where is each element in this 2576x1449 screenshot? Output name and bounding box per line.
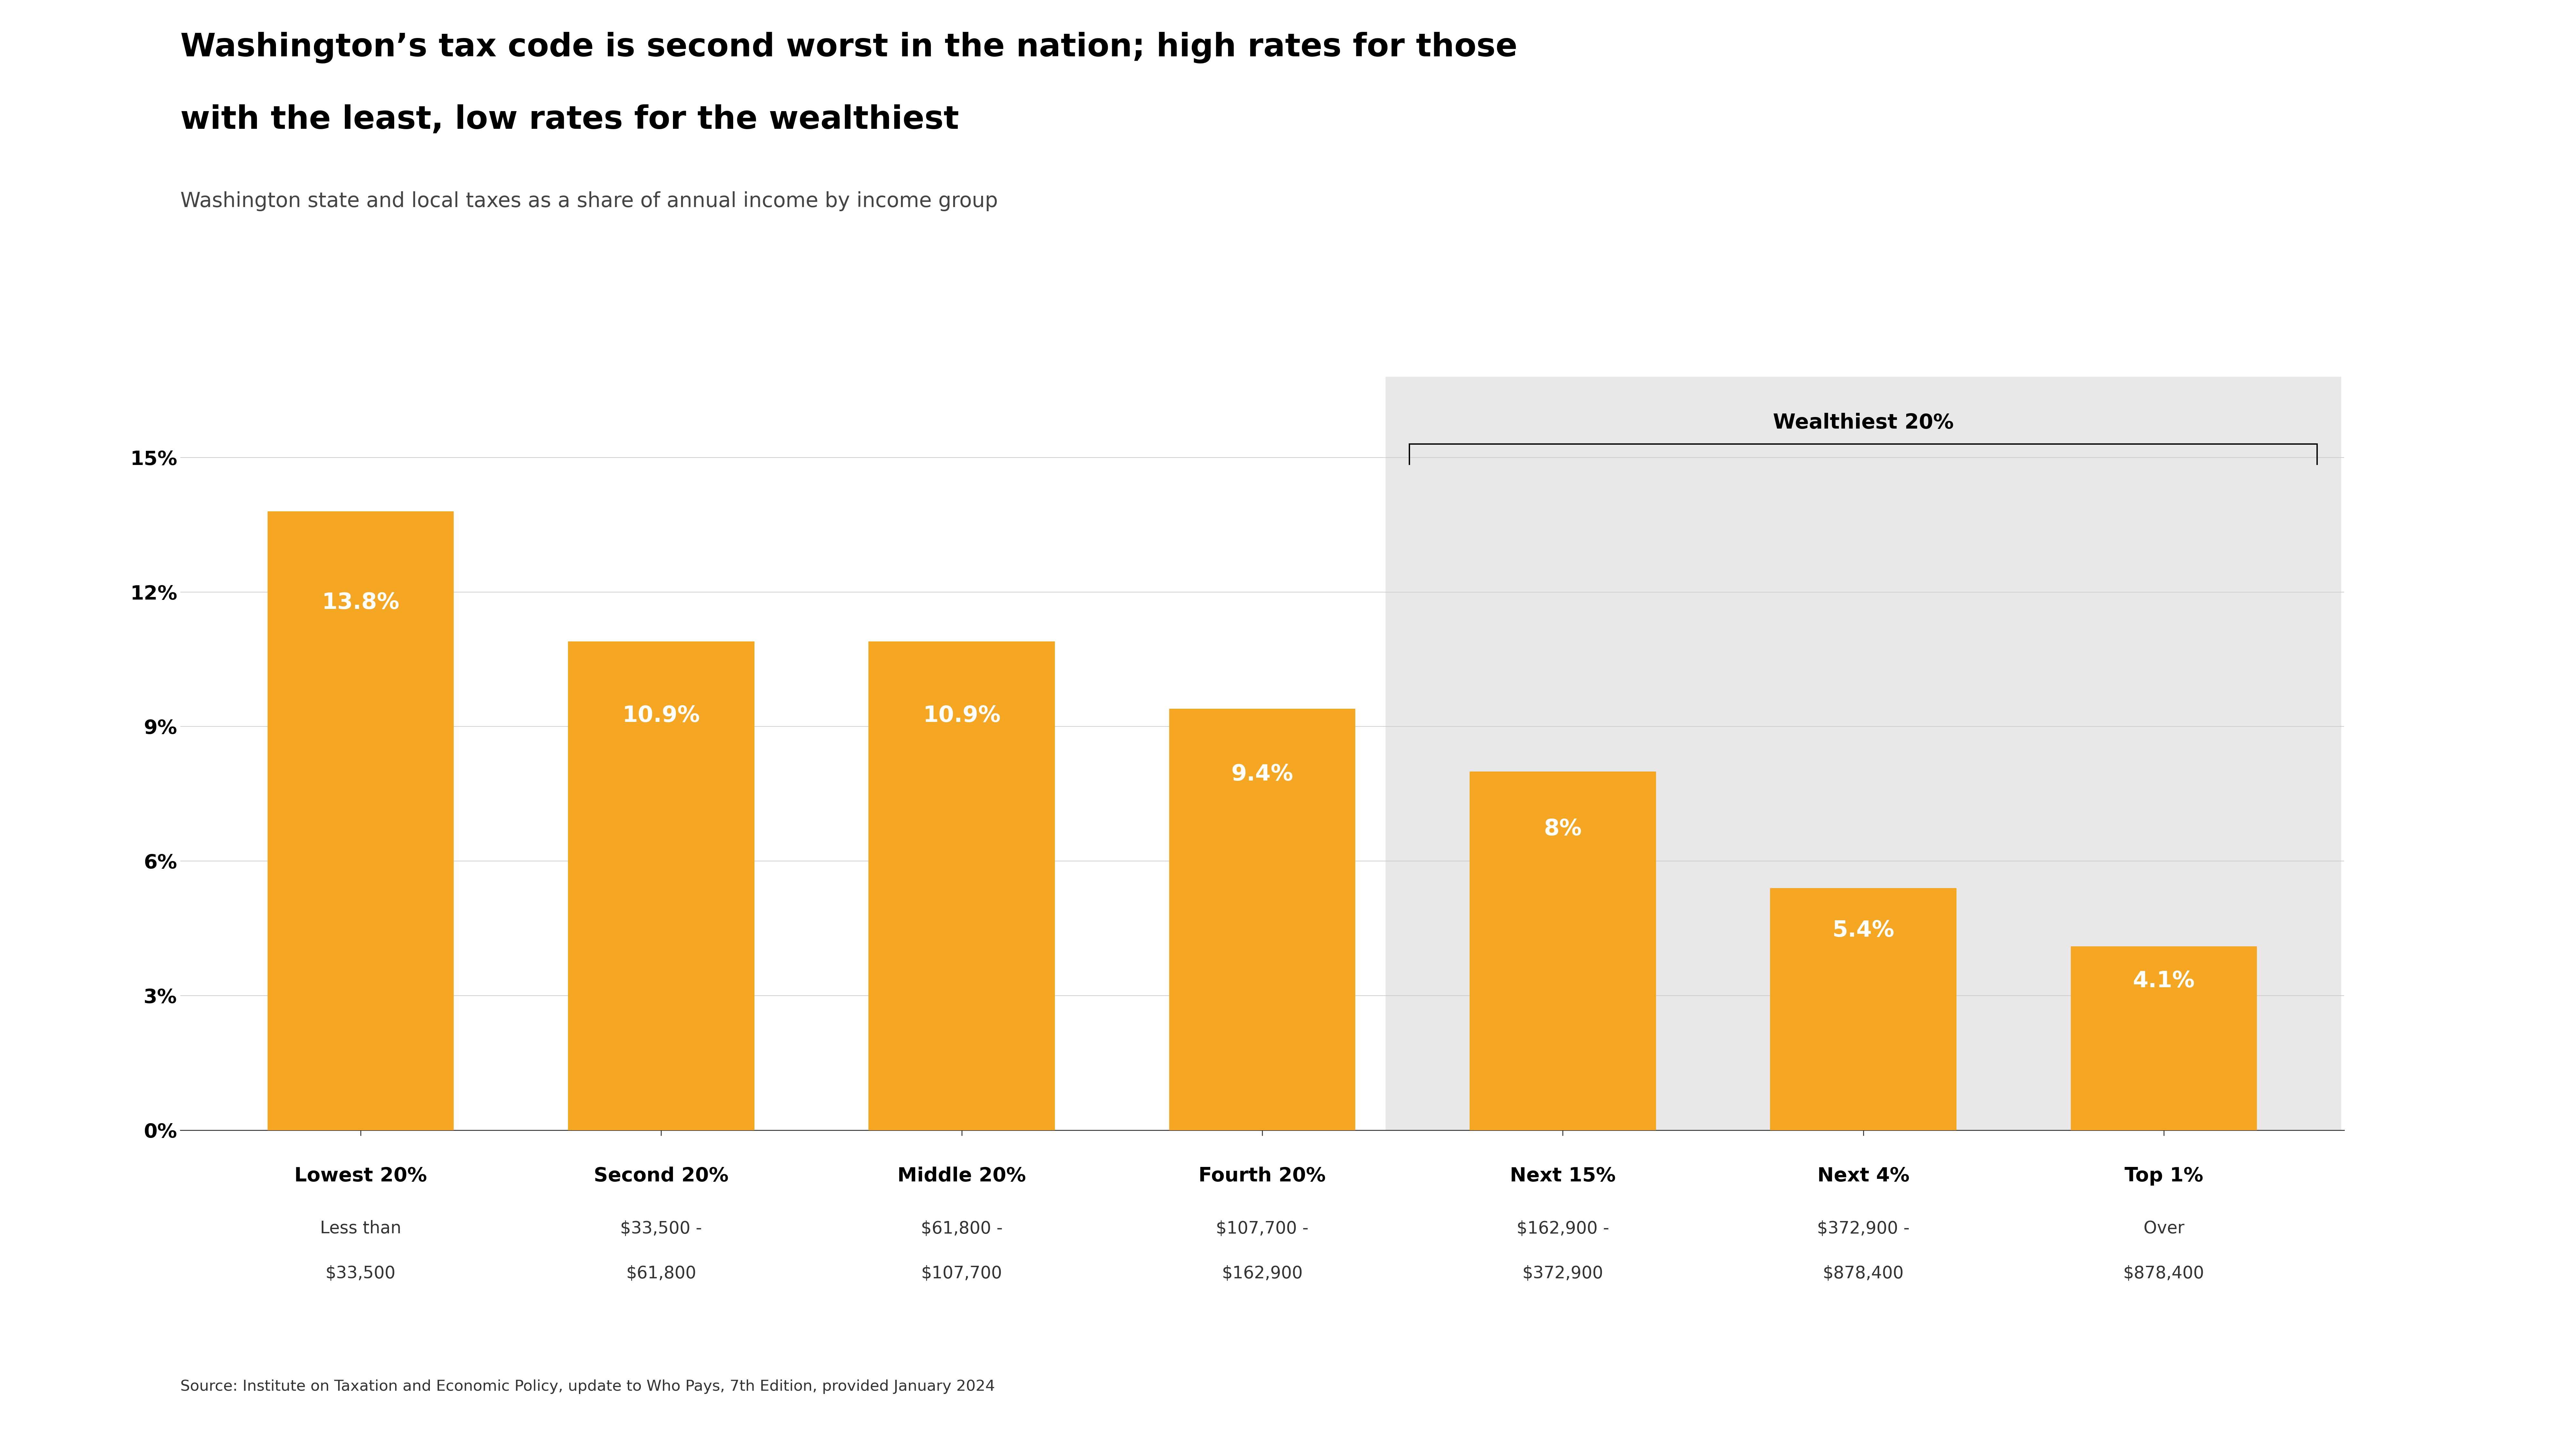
Text: with the least, low rates for the wealthiest: with the least, low rates for the wealth… <box>180 104 958 136</box>
Bar <box>567 642 755 1130</box>
Text: Source: Institute on Taxation and Economic Policy, update to Who Pays, 7th Editi: Source: Institute on Taxation and Econom… <box>180 1379 994 1394</box>
Text: Next 15%: Next 15% <box>1510 1166 1615 1185</box>
Text: Next 4%: Next 4% <box>1816 1166 1909 1185</box>
Text: $372,900 -: $372,900 - <box>1816 1220 1909 1237</box>
Text: 9.4%: 9.4% <box>1231 764 1293 785</box>
Text: $107,700: $107,700 <box>922 1265 1002 1282</box>
Text: Washington state and local taxes as a share of annual income by income group: Washington state and local taxes as a sh… <box>180 191 997 212</box>
Text: Wealthiest 20%: Wealthiest 20% <box>1772 413 1953 433</box>
Text: $372,900: $372,900 <box>1522 1265 1602 1282</box>
Bar <box>868 642 1056 1130</box>
Bar <box>268 511 453 1130</box>
Text: Over: Over <box>2143 1220 2184 1237</box>
Text: 10.9%: 10.9% <box>623 704 701 726</box>
Text: $107,700 -: $107,700 - <box>1216 1220 1309 1237</box>
Text: BUDGET: BUDGET <box>2316 1236 2421 1258</box>
Text: &POLICY: &POLICY <box>2311 1300 2427 1323</box>
Text: $878,400: $878,400 <box>2123 1265 2205 1282</box>
Bar <box>1770 888 1958 1130</box>
Text: 5.4%: 5.4% <box>1832 920 1893 940</box>
Text: Washington’s tax code is second worst in the nation; high rates for those: Washington’s tax code is second worst in… <box>180 32 1517 64</box>
Text: Lowest 20%: Lowest 20% <box>294 1166 428 1185</box>
Text: $162,900 -: $162,900 - <box>1517 1220 1610 1237</box>
Text: WASHINGTON STATE: WASHINGTON STATE <box>2326 1191 2411 1198</box>
Text: Middle 20%: Middle 20% <box>896 1166 1025 1185</box>
Bar <box>2071 946 2257 1130</box>
Text: Top 1%: Top 1% <box>2125 1166 2202 1185</box>
Bar <box>1386 377 2342 1130</box>
Text: 4.1%: 4.1% <box>2133 971 2195 991</box>
Text: $33,500: $33,500 <box>325 1265 397 1282</box>
Text: Less than: Less than <box>319 1220 402 1237</box>
Text: $878,400: $878,400 <box>1824 1265 1904 1282</box>
Bar <box>1170 709 1355 1130</box>
Text: $61,800 -: $61,800 - <box>920 1220 1002 1237</box>
Text: 8%: 8% <box>1543 819 1582 839</box>
Text: $162,900: $162,900 <box>1221 1265 1303 1282</box>
Text: Second 20%: Second 20% <box>595 1166 729 1185</box>
Text: CENTER: CENTER <box>2318 1368 2419 1390</box>
Text: Fourth 20%: Fourth 20% <box>1198 1166 1327 1185</box>
Text: 10.9%: 10.9% <box>922 704 999 726</box>
Text: $33,500 -: $33,500 - <box>621 1220 703 1237</box>
Bar <box>1468 771 1656 1130</box>
Text: $61,800: $61,800 <box>626 1265 696 1282</box>
Text: 13.8%: 13.8% <box>322 591 399 613</box>
